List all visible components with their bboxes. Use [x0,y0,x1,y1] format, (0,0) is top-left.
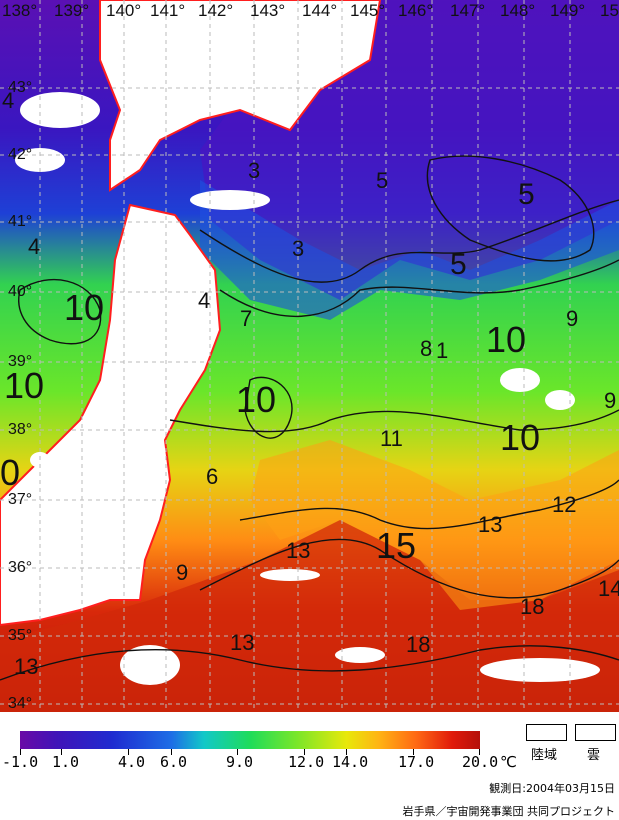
isotherm-label: 3 [292,236,305,261]
observation-date: 観測日:2004年03月15日 [489,782,615,795]
isotherm-label: 5 [518,178,535,211]
isotherm-label: 4 [2,88,15,113]
isotherm-label: 3 [248,158,261,183]
isotherm-label: 0 [0,452,21,493]
latitude-label-42: 42° [8,146,33,163]
latitude-label-41: 41° [8,213,33,230]
longitude-label-148: 148° [500,1,536,20]
scale-label: 9.0 [226,753,254,771]
longitude-label-144: 144° [302,1,338,20]
longitude-label-142: 142° [198,1,234,20]
isotherm-label: 10 [236,379,277,420]
latitude-label-34: 34° [8,695,33,712]
longitude-label-140: 140° [106,1,142,20]
land-legend-swatch [526,724,567,741]
latitude-label-35: 35° [8,627,33,644]
scale-label: 17.0 [398,753,435,771]
scale-label: 20.0 [462,753,499,771]
isotherm-label: 11 [380,426,403,451]
longitude-label-139: 139° [54,1,90,20]
isotherm-label: 13 [230,630,255,655]
sea-surface-temperature-map [0,0,619,712]
scale-tick [479,749,480,755]
scale-label: 1.0 [52,753,80,771]
temperature-color-scale [20,731,480,749]
isotherm-label: 4 [198,288,211,313]
isotherm-label: 7 [240,306,253,331]
hokkaido-land [99,0,382,192]
longitude-label-143: 143° [250,1,286,20]
cloud-legend-swatch [575,724,616,741]
latitude-label-36: 36° [8,559,33,576]
temperature-unit: ℃ [500,753,517,771]
longitude-label-146: 146° [398,1,434,20]
longitude-label-147: 147° [450,1,486,20]
latitude-label-43: 43° [8,79,33,96]
isotherm-label: 12 [552,492,577,517]
isotherm-label: 18 [520,594,545,619]
scale-label: 12.0 [288,753,325,771]
latitude-label-39: 39° [8,353,33,370]
scale-tick [61,749,62,755]
credit-line: 岩手県／宇宙開発事業団 共同プロジェクト [402,805,616,818]
longitude-label-145: 145° [350,1,386,20]
isotherm-label: 9 [604,388,617,413]
scale-tick [20,749,21,755]
isotherm-label: 10 [486,319,527,360]
scale-tick [304,749,305,755]
isotherm-label: 13 [14,654,39,679]
isotherm-label: 9 [566,306,579,331]
longitude-label-149: 149° [550,1,586,20]
blue-water-region [200,180,619,320]
isotherm-label: 5 [376,168,389,193]
isotherm-label: 18 [406,632,431,657]
isotherm-label: 10 [4,365,45,406]
longitude-label-138: 138° [2,1,38,20]
isotherm-label: 14 [598,576,619,601]
scale-tick [346,749,347,755]
land-legend-label: 陸域 [531,748,558,763]
isotherm-label: 8 [420,336,433,361]
isotherm-label: 10 [64,287,105,328]
scale-tick [413,749,414,755]
latitude-label-40: 40° [8,283,33,300]
scale-label: -1.0 [2,753,39,771]
scale-tick [171,749,172,755]
latitude-label-38: 38° [8,421,33,438]
isotherm-label: 6 [206,464,219,489]
longitude-label-141: 141° [150,1,186,20]
isotherm-label: 10 [500,417,541,458]
isotherm-label: 5 [450,248,467,281]
honshu-land [0,203,222,627]
scale-label: 6.0 [160,753,188,771]
isotherm-label: 4 [28,234,41,259]
isotherm-label: 13 [286,538,311,563]
scale-tick [237,749,238,755]
scale-tick [128,749,129,755]
scale-label: 4.0 [118,753,146,771]
isotherm-label: 15 [376,525,417,566]
isotherm-label: 13 [478,512,503,537]
scale-label: 14.0 [332,753,369,771]
isotherm-label: 1 [436,338,449,363]
latitude-label-37: 37° [8,491,33,508]
isotherm-contours [0,155,619,681]
lat-lon-grid [0,0,619,712]
longitude-label-150: 15 [600,1,619,20]
cloud-legend-label: 雲 [587,748,601,763]
isotherm-label: 9 [176,560,189,585]
